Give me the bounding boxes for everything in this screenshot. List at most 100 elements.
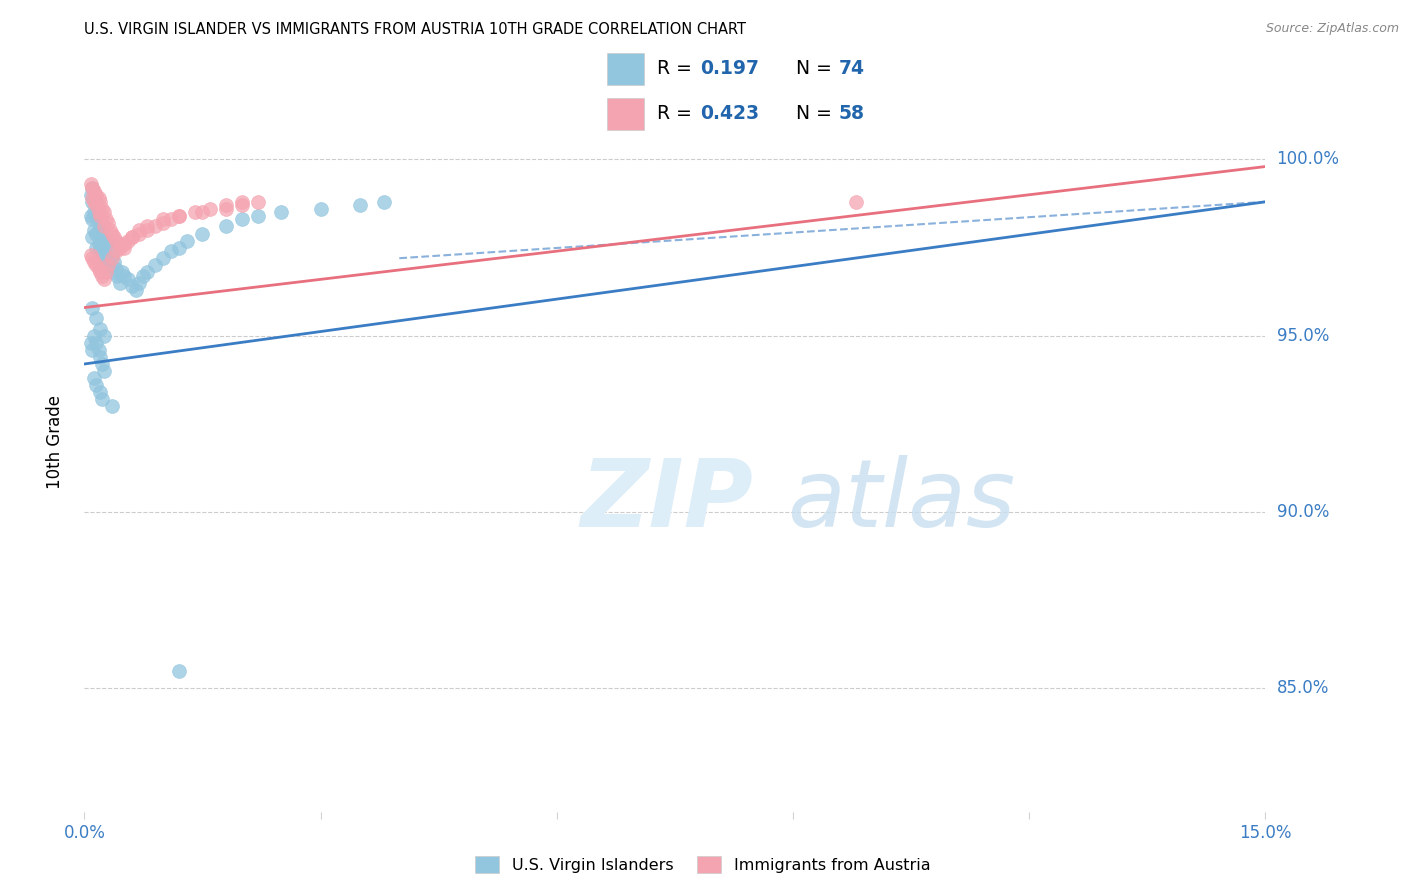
- Point: [82, 180, 104, 194]
- Point: [79, 335, 101, 350]
- Point: [87, 205, 110, 219]
- Point: [82, 230, 104, 244]
- Point: [200, 202, 222, 216]
- Point: [98, 223, 121, 237]
- Point: [160, 212, 183, 227]
- Point: [84, 378, 107, 392]
- FancyBboxPatch shape: [607, 98, 644, 130]
- Point: [89, 322, 111, 336]
- Point: [117, 234, 139, 248]
- Point: [97, 234, 120, 248]
- Point: [93, 364, 115, 378]
- Point: [152, 212, 174, 227]
- Point: [83, 254, 105, 268]
- Point: [90, 219, 112, 234]
- Text: 58: 58: [839, 104, 865, 123]
- Point: [83, 194, 105, 209]
- Point: [82, 301, 104, 315]
- Point: [93, 272, 115, 286]
- Point: [87, 237, 110, 252]
- Point: [124, 283, 146, 297]
- Point: [89, 194, 111, 209]
- Point: [87, 191, 110, 205]
- Point: [83, 191, 105, 205]
- Point: [90, 268, 112, 283]
- Point: [89, 230, 111, 244]
- Point: [90, 357, 112, 371]
- Text: 85.0%: 85.0%: [1277, 680, 1329, 698]
- Point: [215, 198, 238, 212]
- Point: [246, 194, 269, 209]
- Point: [191, 227, 214, 241]
- Point: [83, 184, 105, 198]
- Text: 0.423: 0.423: [700, 104, 759, 123]
- Point: [231, 194, 253, 209]
- Point: [101, 227, 124, 241]
- Point: [87, 205, 110, 219]
- Point: [98, 241, 121, 255]
- Point: [112, 241, 135, 255]
- Text: ZIP: ZIP: [581, 455, 754, 547]
- Point: [82, 212, 104, 227]
- Point: [101, 265, 124, 279]
- Point: [112, 268, 135, 283]
- Point: [97, 258, 120, 272]
- Point: [84, 241, 107, 255]
- Point: [246, 209, 269, 223]
- Point: [83, 223, 105, 237]
- Text: Source: ZipAtlas.com: Source: ZipAtlas.com: [1265, 22, 1399, 36]
- Point: [101, 399, 124, 413]
- Point: [183, 205, 205, 219]
- Point: [176, 234, 198, 248]
- Point: [84, 198, 107, 212]
- Point: [79, 209, 101, 223]
- Point: [82, 191, 104, 205]
- Text: 95.0%: 95.0%: [1277, 326, 1329, 345]
- Text: U.S. VIRGIN ISLANDER VS IMMIGRANTS FROM AUSTRIA 10TH GRADE CORRELATION CHART: U.S. VIRGIN ISLANDER VS IMMIGRANTS FROM …: [84, 22, 747, 37]
- Point: [83, 328, 105, 343]
- Point: [87, 343, 110, 357]
- Point: [128, 276, 150, 290]
- Point: [373, 194, 395, 209]
- Point: [96, 212, 118, 227]
- Text: 90.0%: 90.0%: [1277, 503, 1329, 521]
- Point: [82, 194, 104, 209]
- Point: [79, 187, 101, 202]
- Point: [152, 216, 174, 230]
- Point: [84, 194, 107, 209]
- Point: [93, 328, 115, 343]
- Point: [104, 244, 127, 259]
- Point: [136, 219, 159, 234]
- Point: [309, 202, 332, 216]
- Point: [108, 276, 131, 290]
- Point: [108, 241, 131, 255]
- Text: 0.197: 0.197: [700, 60, 759, 78]
- Point: [79, 177, 101, 191]
- Point: [103, 254, 125, 268]
- Point: [97, 251, 120, 265]
- Point: [107, 268, 129, 283]
- Point: [121, 279, 143, 293]
- Point: [117, 272, 139, 286]
- Point: [143, 258, 166, 272]
- Point: [84, 187, 107, 202]
- Point: [90, 392, 112, 407]
- Text: N =: N =: [796, 104, 838, 123]
- Point: [89, 350, 111, 364]
- Point: [128, 227, 150, 241]
- Point: [82, 251, 104, 265]
- Point: [108, 237, 131, 252]
- Point: [93, 241, 115, 255]
- Text: R =: R =: [657, 60, 697, 78]
- FancyBboxPatch shape: [607, 53, 644, 85]
- Point: [89, 265, 111, 279]
- Point: [84, 335, 107, 350]
- Text: R =: R =: [657, 104, 697, 123]
- Point: [215, 202, 238, 216]
- Point: [270, 205, 292, 219]
- Point: [89, 385, 111, 400]
- Point: [83, 205, 105, 219]
- Point: [231, 198, 253, 212]
- Point: [167, 241, 190, 255]
- Point: [83, 371, 105, 385]
